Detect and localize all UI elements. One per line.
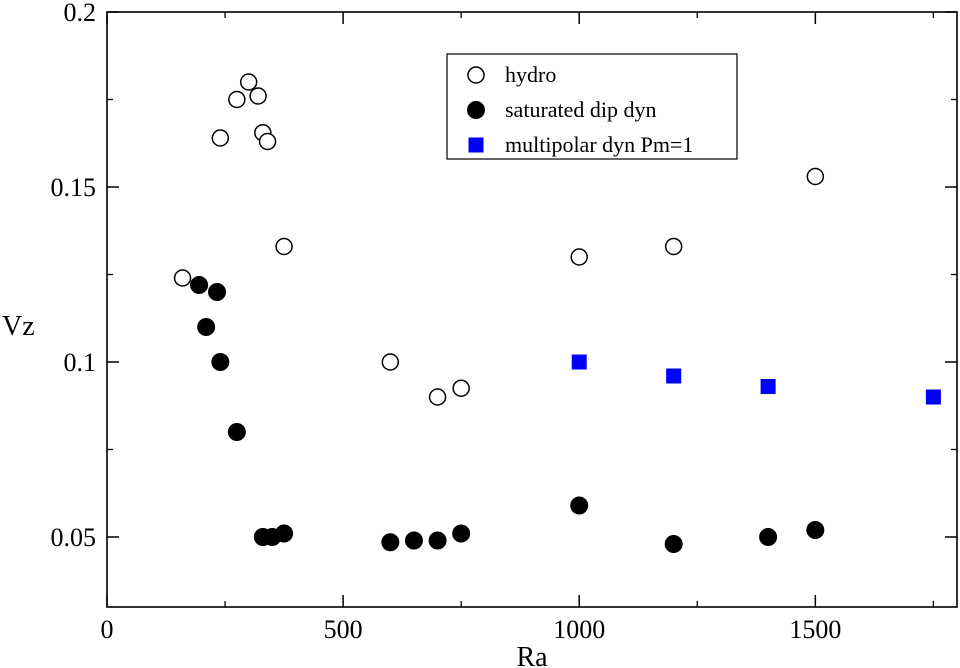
data-point-filled-circle <box>190 276 209 294</box>
legend-marker-filled-square <box>468 137 484 153</box>
x-tick-label: 1500 <box>789 615 841 644</box>
legend-marker-filled-circle <box>467 101 485 119</box>
legend-box <box>446 53 738 160</box>
y-axis-title: Vz <box>2 311 35 342</box>
legend-label: hydro <box>505 62 556 87</box>
x-tick-label: 500 <box>324 615 363 644</box>
legend-marker-open-circle <box>467 66 485 84</box>
data-point-open-circle <box>806 167 825 186</box>
x-tick-label: 1000 <box>553 615 605 644</box>
axis-ticks <box>106 11 957 607</box>
data-point-open-circle <box>664 237 683 256</box>
data-point-open-circle <box>211 129 230 147</box>
data-point-filled-circle <box>428 531 447 550</box>
data-point-open-circle <box>173 269 192 287</box>
data-point-open-circle <box>452 379 470 397</box>
data-point-filled-square <box>760 379 776 394</box>
data-point-open-circle <box>275 237 293 256</box>
data-point-open-circle <box>381 353 400 371</box>
data-point-filled-circle <box>197 318 216 336</box>
data-point-filled-circle <box>275 524 294 543</box>
legend-label: saturated dip dyn <box>505 97 657 122</box>
y-tick-label: 0.15 <box>51 173 97 202</box>
plot-frame <box>106 11 958 608</box>
data-point-open-circle <box>428 388 447 406</box>
y-tick-label: 0.1 <box>64 348 97 377</box>
data-point-filled-circle <box>211 353 230 371</box>
data-point-filled-circle <box>208 283 227 301</box>
y-tick-label: 0.2 <box>64 0 97 27</box>
data-point-filled-circle <box>404 531 423 550</box>
data-point-filled-circle <box>381 533 400 552</box>
data-point-filled-square <box>571 354 587 370</box>
data-point-filled-circle <box>452 524 471 543</box>
data-point-filled-square <box>925 389 941 405</box>
data-point-filled-circle <box>664 535 683 553</box>
data-point-open-circle <box>249 87 267 105</box>
data-point-open-circle <box>570 248 588 266</box>
data-point-open-circle <box>239 73 258 91</box>
legend: hydro saturated dip dyn multipolar dyn Pm=… <box>446 53 738 160</box>
y-tick-label: 0.05 <box>51 523 97 552</box>
x-tick-label: 0 <box>101 615 114 644</box>
data-point-filled-circle <box>759 528 778 546</box>
data-points <box>173 73 941 553</box>
data-point-filled-circle <box>227 423 246 441</box>
data-point-open-circle <box>228 90 246 109</box>
data-point-filled-circle <box>570 496 589 515</box>
data-point-open-circle <box>258 132 277 151</box>
data-point-filled-circle <box>806 521 825 539</box>
x-axis-title: Ra <box>516 642 548 668</box>
axis-tick-labels: 0 500 1000 1500 0.05 0.1 0.15 0.2 <box>51 0 842 644</box>
legend-label: multipolar dyn Pm=1 <box>505 132 693 157</box>
data-point-filled-square <box>666 368 682 384</box>
